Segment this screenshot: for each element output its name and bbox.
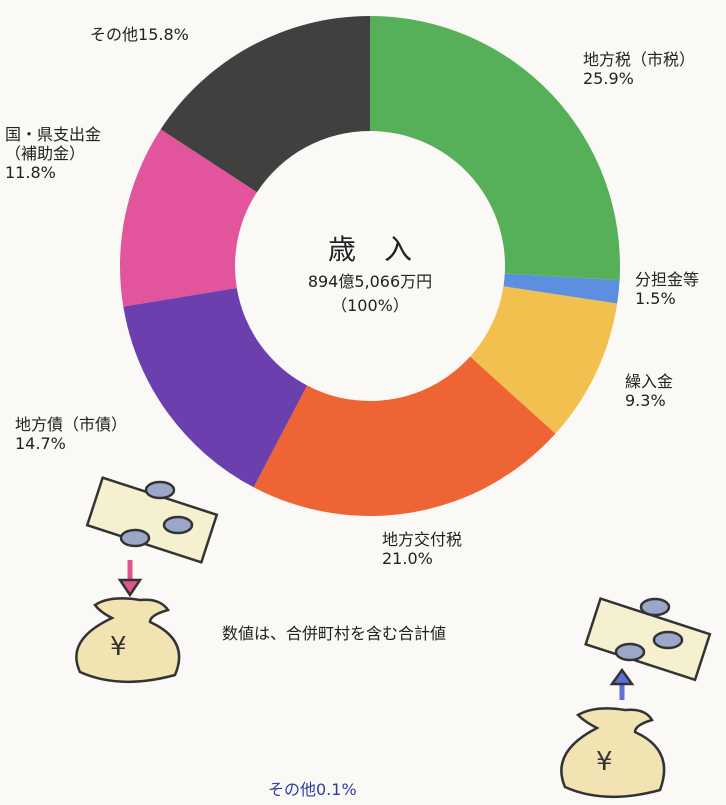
value-label: 11.8% [5, 163, 56, 182]
category-name: 国・県支出金 （補助金） [5, 125, 102, 163]
value-label: 21.0% [382, 549, 433, 568]
donut-segment [123, 287, 308, 488]
value-label: 25.9% [583, 69, 634, 88]
annotation: その他0.1% [268, 780, 357, 799]
category-name: その他 [90, 25, 139, 44]
donut-segment [370, 16, 621, 281]
center-percent: （100%） [331, 296, 409, 315]
category-name: 地方債（市債） [15, 415, 128, 434]
segment-label: 地方交付税 21.0% [382, 530, 462, 568]
value-label: 1.5% [635, 289, 676, 308]
svg-text:¥: ¥ [596, 747, 613, 777]
svg-text:¥: ¥ [110, 632, 127, 662]
value-label: 15.8% [138, 25, 189, 44]
donut-segment [160, 16, 370, 193]
segment-label: 繰入金 9.3% [625, 372, 673, 410]
center-total: 894億5,066万円 [307, 272, 433, 291]
segment-label: 地方債（市債） 14.7% [15, 415, 127, 453]
category-name: 地方税（市税） [583, 50, 696, 69]
value-label: 14.7% [15, 434, 66, 453]
segment-label: 国・県支出金 （補助金） 11.8% [5, 125, 101, 182]
segment-label: 地方税（市税） 25.9% [583, 50, 695, 88]
money-bag-left: ¥ [75, 476, 219, 683]
donut-segment [253, 356, 556, 516]
donut-segment [470, 286, 618, 434]
center-title: 歳 入 [327, 233, 412, 266]
note: 数値は、合併町村を含む合計値 [222, 624, 447, 643]
donut-segment [120, 129, 257, 307]
money-bag-right: ¥ [560, 597, 712, 798]
category-name: 繰入金 [625, 372, 674, 391]
value-label: 9.3% [625, 391, 666, 410]
segment-label: その他15.8% [90, 25, 189, 44]
segment-label: 分担金等 1.5% [635, 270, 699, 308]
category-name: 地方交付税 [382, 530, 463, 549]
donut-segment [503, 273, 620, 304]
category-name: 分担金等 [635, 270, 700, 289]
